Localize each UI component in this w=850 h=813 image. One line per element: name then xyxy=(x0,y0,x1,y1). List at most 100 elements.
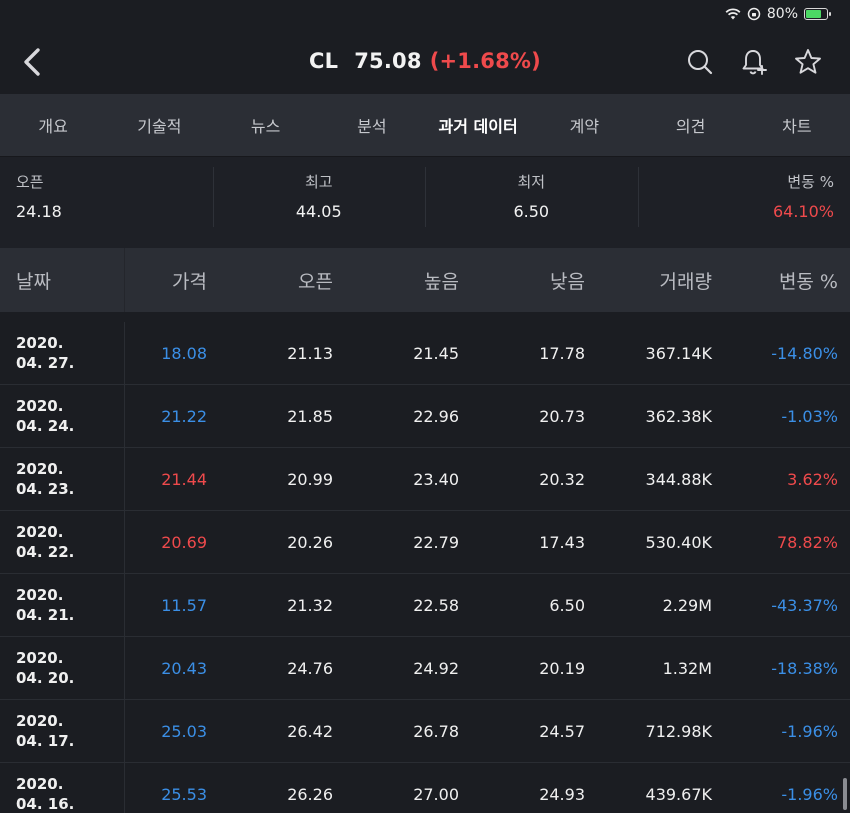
summary-change-label: 변동 % xyxy=(787,173,834,191)
row-date: 2020. 04. 27. xyxy=(0,322,125,384)
row-high: 22.96 xyxy=(413,406,459,426)
summary-low: 최저 6.50 xyxy=(425,157,638,248)
table-row[interactable]: 2020. 04. 22. 20.69 20.26 22.79 17.43 530.40K 7… xyxy=(0,511,850,574)
column-header-change[interactable]: 변동 % xyxy=(778,270,838,293)
table-row[interactable]: 2020. 04. 24. 21.22 21.85 22.96 20.73 362.38K -… xyxy=(0,385,850,448)
row-date: 2020. 04. 21. xyxy=(0,574,125,636)
row-price: 18.08 xyxy=(161,343,207,363)
back-button[interactable] xyxy=(12,42,52,82)
tab-contracts[interactable]: 계약 xyxy=(569,117,600,136)
row-high: 23.40 xyxy=(413,469,459,489)
history-table-body: 2020. 04. 27. 18.08 21.13 21.45 17.78 367.14K -… xyxy=(0,322,850,813)
table-row[interactable]: 2020. 04. 21. 11.57 21.32 22.58 6.50 2.29M -43.… xyxy=(0,574,850,637)
tab-historical-data[interactable]: 과거 데이터 xyxy=(438,117,518,136)
summary-low-value: 6.50 xyxy=(513,202,550,221)
favorite-button[interactable] xyxy=(790,44,826,80)
row-price: 11.57 xyxy=(161,595,207,615)
instrument-title: CL 75.08 (+1.68%) xyxy=(0,49,850,73)
table-row[interactable]: 2020. 04. 16. 25.53 26.26 27.00 24.93 439.67K -… xyxy=(0,763,850,813)
row-price: 20.43 xyxy=(161,658,207,678)
row-date-day: 04. 27. xyxy=(16,354,75,372)
column-header-high[interactable]: 높음 xyxy=(424,270,459,293)
bell-plus-icon xyxy=(742,50,767,75)
tab-chart[interactable]: 차트 xyxy=(782,117,812,136)
row-low: 17.43 xyxy=(539,532,585,552)
search-button[interactable] xyxy=(682,44,718,80)
row-change: -14.80% xyxy=(771,343,838,363)
table-row[interactable]: 2020. 04. 20. 20.43 24.76 24.92 20.19 1.32M -18… xyxy=(0,637,850,700)
tab-news[interactable]: 뉴스 xyxy=(250,117,281,136)
row-change: 78.82% xyxy=(776,532,838,552)
row-date-year: 2020. xyxy=(16,775,64,793)
summary-panel: 오픈 24.18 최고 44.05 최저 6.50 변동 % 64.10% xyxy=(0,156,850,248)
row-price: 21.22 xyxy=(161,406,207,426)
row-volume: 367.14K xyxy=(645,343,712,363)
row-change: -18.38% xyxy=(771,658,838,678)
row-open: 26.26 xyxy=(287,784,333,804)
row-change: -1.96% xyxy=(781,784,838,804)
row-date-year: 2020. xyxy=(16,523,64,541)
row-date-year: 2020. xyxy=(16,586,64,604)
row-date-day: 04. 24. xyxy=(16,417,75,435)
tab-technical[interactable]: 기술적 xyxy=(137,117,182,136)
row-date: 2020. 04. 22. xyxy=(0,511,125,573)
battery-icon xyxy=(804,8,831,20)
row-high: 22.79 xyxy=(413,532,459,552)
table-row[interactable]: 2020. 04. 17. 25.03 26.42 26.78 24.57 712.98K -… xyxy=(0,700,850,763)
row-date: 2020. 04. 20. xyxy=(0,637,125,699)
row-price: 20.69 xyxy=(161,532,207,552)
summary-high-label: 최고 xyxy=(304,173,333,191)
scrollbar[interactable] xyxy=(843,778,847,810)
row-date: 2020. 04. 17. xyxy=(0,700,125,762)
summary-high-value: 44.05 xyxy=(295,202,342,221)
tab-comments[interactable]: 의견 xyxy=(675,117,706,136)
row-open: 24.76 xyxy=(287,658,333,678)
column-header-volume[interactable]: 거래량 xyxy=(659,270,712,293)
row-change: 3.62% xyxy=(787,469,838,489)
row-low: 20.19 xyxy=(539,658,585,678)
row-high: 22.58 xyxy=(413,595,459,615)
row-low: 20.32 xyxy=(539,469,585,489)
table-row[interactable]: 2020. 04. 23. 21.44 20.99 23.40 20.32 344.88K 3… xyxy=(0,448,850,511)
summary-low-label: 최저 xyxy=(517,173,546,191)
table-row[interactable]: 2020. 04. 27. 18.08 21.13 21.45 17.78 367.14K -… xyxy=(0,322,850,385)
instrument-change: (+1.68%) xyxy=(429,49,541,73)
row-high: 21.45 xyxy=(413,343,459,363)
column-header-open[interactable]: 오픈 xyxy=(298,270,333,293)
row-date-day: 04. 17. xyxy=(16,732,75,750)
row-change: -1.03% xyxy=(781,406,838,426)
status-bar: 80% xyxy=(0,0,850,30)
row-volume: 362.38K xyxy=(645,406,712,426)
row-date: 2020. 04. 23. xyxy=(0,448,125,510)
row-date-year: 2020. xyxy=(16,334,64,352)
row-date: 2020. 04. 16. xyxy=(0,763,125,813)
row-change: -43.37% xyxy=(771,595,838,615)
star-icon xyxy=(795,49,821,74)
battery-level xyxy=(806,10,822,18)
row-date-year: 2020. xyxy=(16,712,64,730)
search-icon xyxy=(688,50,713,75)
row-date-day: 04. 20. xyxy=(16,669,75,687)
row-volume: 439.67K xyxy=(645,784,712,804)
add-alert-button[interactable] xyxy=(736,44,772,80)
summary-high: 최고 44.05 xyxy=(212,157,426,248)
row-date-year: 2020. xyxy=(16,397,64,415)
column-header-date[interactable]: 날짜 xyxy=(0,248,125,312)
header: CL 75.08 (+1.68%) xyxy=(0,30,850,94)
tab-overview[interactable]: 개요 xyxy=(38,117,68,136)
instrument-price: 75.08 xyxy=(354,49,422,73)
row-low: 6.50 xyxy=(549,595,585,615)
row-date-year: 2020. xyxy=(16,460,64,478)
chevron-left-icon xyxy=(24,48,40,76)
row-volume: 530.40K xyxy=(645,532,712,552)
row-price: 25.03 xyxy=(161,721,207,741)
row-price: 21.44 xyxy=(161,469,207,489)
row-low: 17.78 xyxy=(539,343,585,363)
column-header-price[interactable]: 가격 xyxy=(172,270,207,293)
row-low: 24.93 xyxy=(539,784,585,804)
header-actions xyxy=(682,44,826,80)
column-header-low[interactable]: 낮음 xyxy=(550,270,585,293)
orientation-lock-icon xyxy=(747,7,761,21)
row-date-day: 04. 23. xyxy=(16,480,75,498)
tab-analysis[interactable]: 분석 xyxy=(357,117,387,136)
